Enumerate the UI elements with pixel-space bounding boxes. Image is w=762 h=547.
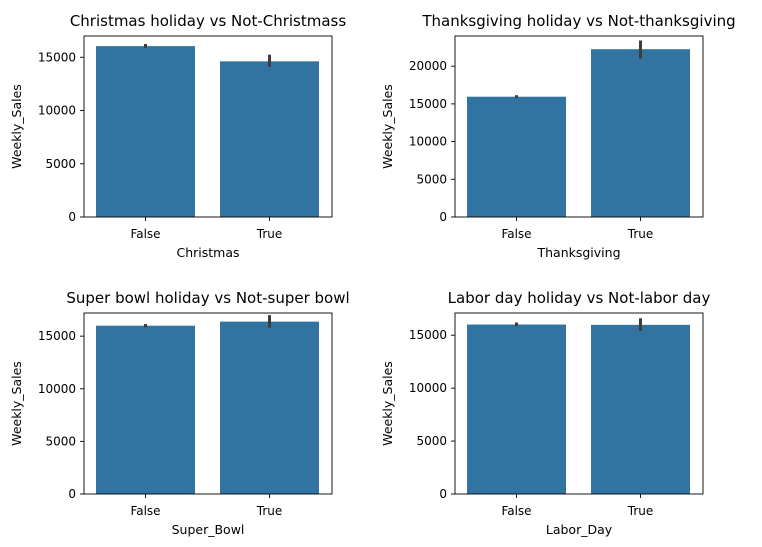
y-tick-label: 10000 [38,104,76,118]
bars [467,324,690,494]
y-tick-label: 10000 [38,382,76,396]
x-tick-label: False [501,504,531,518]
x-ticks: False True [501,494,653,518]
y-tick-label: 5000 [45,434,76,448]
x-axis-label: Labor_Day [546,522,613,537]
x-ticks: False True [130,494,282,518]
y-tick-label: 0 [68,210,76,224]
y-tick-label: 0 [439,487,447,501]
error-bars [144,315,271,328]
y-axis-label: Weekly_Sales [380,361,395,446]
x-tick-label: False [501,227,531,241]
bars [96,46,319,218]
bar-true [220,321,319,494]
chart-title: Super bowl holiday vs Not-super bowl [66,289,349,307]
x-tick-label: False [130,504,160,518]
y-tick-label: 10000 [409,381,447,395]
error-bars [144,43,271,67]
x-ticks: False True [501,217,653,241]
y-axis-label: Weekly_Sales [9,84,24,169]
axes-frame [454,35,704,218]
y-tick-label: 10000 [409,135,447,149]
bar-true [220,61,319,218]
x-tick-label: True [256,504,283,518]
y-tick-label: 15000 [409,328,447,342]
chart-title: Christmas holiday vs Not-Christmass [70,12,347,30]
x-axis-label: Christmas [176,245,239,260]
subplot-labor-day: Labor day holiday vs Not-labor day 0 5000… [380,289,710,537]
bar-false [467,96,566,217]
x-axis-label: Thanksgiving [536,245,620,260]
y-tick-label: 5000 [45,157,76,171]
y-ticks: 0 5000 10000 15000 [409,328,455,501]
y-ticks: 0 5000 10000 15000 20000 [409,59,455,224]
y-axis-label: Weekly_Sales [9,361,24,446]
chart-title: Thanksgiving holiday vs Not-thanksgiving [421,12,735,30]
bars [96,321,319,494]
y-axis-label: Weekly_Sales [380,84,395,169]
x-axis-label: Super_Bowl [172,522,245,537]
chart-title: Labor day holiday vs Not-labor day [448,289,711,307]
x-tick-label: False [130,227,160,241]
subplot-christmas: Christmas holiday vs Not-Christmass 0 500… [9,12,346,260]
axes-frame [83,312,333,495]
error-bars [515,40,642,98]
y-tick-label: 5000 [416,172,447,186]
y-tick-label: 5000 [416,434,447,448]
x-tick-label: True [627,227,654,241]
subplot-thanksgiving: Thanksgiving holiday vs Not-thanksgiving… [380,12,736,260]
subplot-super-bowl: Super bowl holiday vs Not-super bowl 0 50… [9,289,350,537]
bar-true [591,49,690,217]
y-tick-label: 0 [68,487,76,501]
y-ticks: 0 5000 10000 15000 [38,50,84,224]
bar-true [591,324,690,494]
y-tick-label: 20000 [409,59,447,73]
y-tick-label: 15000 [38,329,76,343]
x-ticks: False True [130,217,282,241]
y-tick-label: 15000 [38,50,76,64]
x-tick-label: True [627,504,654,518]
y-tick-label: 0 [439,210,447,224]
bars [467,49,690,217]
axes-frame [83,35,333,218]
y-tick-label: 15000 [409,97,447,111]
error-bars [515,318,642,331]
bar-false [96,325,195,494]
axes-frame [454,312,704,495]
x-tick-label: True [256,227,283,241]
bar-false [96,46,195,217]
y-ticks: 0 5000 10000 15000 [38,329,84,501]
bar-false [467,324,566,494]
